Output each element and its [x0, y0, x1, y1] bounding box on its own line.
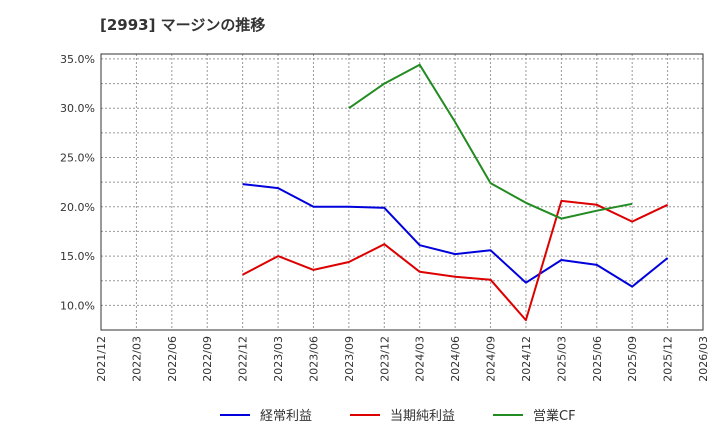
series-layer [242, 63, 669, 322]
x-tick-label: 2026/03 [697, 336, 710, 382]
y-tick-label: 25.0% [60, 152, 95, 165]
legend: 経常利益 当期純利益 営業CF [220, 408, 576, 424]
x-tick-label: 2024/12 [520, 336, 533, 382]
y-tick-label: 20.0% [60, 201, 95, 214]
chart-title: [2993] マージンの推移 [100, 16, 266, 34]
x-tick-label: 2022/03 [130, 336, 143, 382]
x-tick-label: 2022/06 [166, 336, 179, 382]
x-tick-label: 2021/12 [95, 336, 108, 382]
grid-layer [100, 54, 704, 331]
series-line-2 [242, 199, 669, 322]
x-tick-label: 2023/03 [272, 336, 285, 382]
y-tick-label: 35.0% [60, 53, 95, 66]
y-tick-label: 10.0% [60, 299, 95, 312]
x-tick-label: 2025/09 [626, 336, 639, 382]
x-tick-label: 2022/09 [201, 336, 214, 382]
x-tick-label: 2023/12 [378, 336, 391, 382]
y-tick-label: 15.0% [60, 250, 95, 263]
y-tick-label: 30.0% [60, 102, 95, 115]
x-tick-label: 2023/06 [307, 336, 320, 382]
x-tick-label: 2025/12 [662, 336, 675, 382]
x-tick-label: 2024/06 [449, 336, 462, 382]
legend-label: 営業CF [533, 408, 576, 424]
legend-label: 経常利益 [260, 409, 312, 424]
x-tick-labels: 2021/12 2022/03 2022/06 2022/09 2022/12 2023/… [95, 336, 710, 382]
series-line-3 [348, 63, 633, 220]
legend-label: 当期純利益 [390, 409, 455, 424]
x-tick-label: 2024/09 [485, 336, 498, 382]
series-line-1 [242, 183, 669, 288]
x-tick-label: 2023/09 [343, 336, 356, 382]
plot-frame [100, 53, 704, 331]
x-tick-label: 2025/03 [555, 336, 568, 382]
x-tick-label: 2025/06 [591, 336, 604, 382]
y-tick-labels: 10.0% 15.0% 20.0% 25.0% 30.0% 35.0% [60, 53, 95, 312]
x-tick-label: 2022/12 [237, 336, 250, 382]
x-tick-label: 2024/03 [414, 336, 427, 382]
